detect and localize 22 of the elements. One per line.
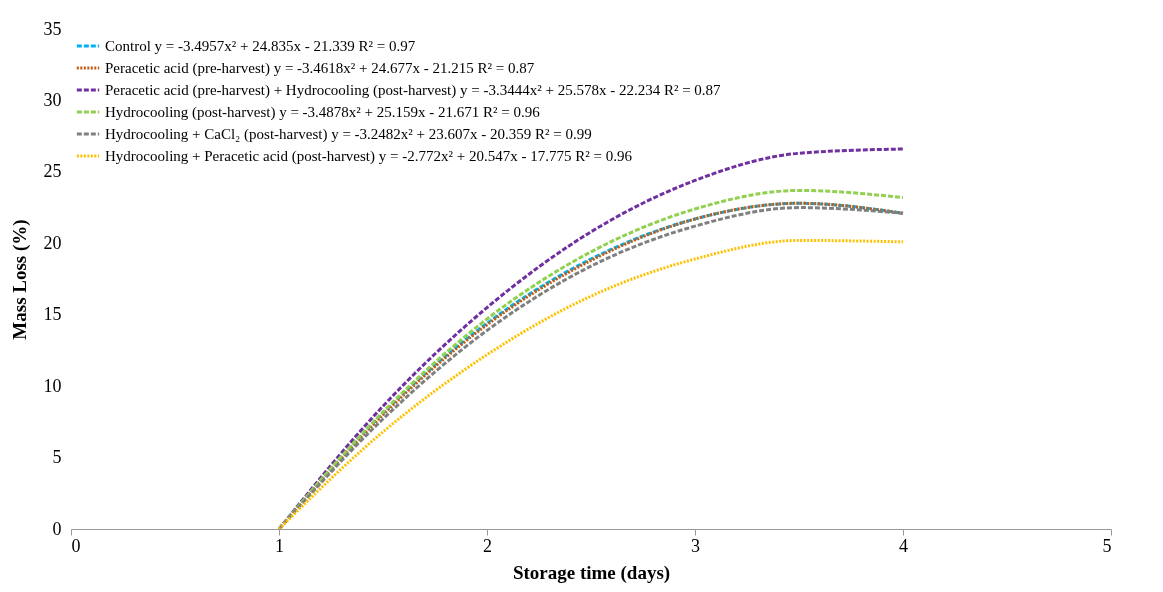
- y-tick-label: 15: [43, 304, 62, 325]
- legend-label: Control y = -3.4957x² + 24.835x - 21.339 R² = 0.97: [105, 38, 416, 54]
- legend-label: Peracetic acid (pre-harvest) + Hydrocooling (post-harvest) y = -3.3444x² + 25.578x - 22.234 R² = 0.87: [105, 82, 722, 99]
- x-tick-label: 3: [691, 535, 700, 556]
- x-tick-label: 5: [1102, 535, 1112, 556]
- y-axis-title: Mass Loss (%): [8, 219, 31, 340]
- x-axis-title: Storage time (days): [512, 561, 671, 584]
- legend-label: Hydrocooling (post-harvest) y = -3.4878x² + 25.159x - 21.671 R² = 0.96: [105, 104, 541, 121]
- y-tick-label: 30: [43, 89, 62, 110]
- y-tick-label: 25: [43, 161, 62, 182]
- x-tick-label: 0: [71, 535, 81, 556]
- y-tick-label: 5: [52, 447, 62, 468]
- legend-label: Hydrocooling + CaCl₂ (post-harvest) y = -3.2482x² + 23.607x - 20.359 R² = 0.99: [105, 126, 592, 143]
- legend-label: Peracetic acid (pre-harvest) y = -3.4618x² + 24.677x - 21.215 R² = 0.87: [105, 60, 535, 77]
- y-tick-label: 35: [43, 18, 62, 39]
- y-tick-label: 20: [43, 232, 62, 253]
- x-tick-label: 1: [275, 535, 284, 556]
- x-tick-label: 4: [899, 535, 908, 556]
- legend-label: Hydrocooling + Peracetic acid (post-harvest) y = -2.772x² + 20.547x - 17.775 R² = 0.96: [105, 148, 633, 165]
- y-tick-label: 0: [52, 518, 62, 539]
- x-tick-label: 2: [483, 535, 492, 556]
- y-tick-label: 10: [43, 375, 62, 396]
